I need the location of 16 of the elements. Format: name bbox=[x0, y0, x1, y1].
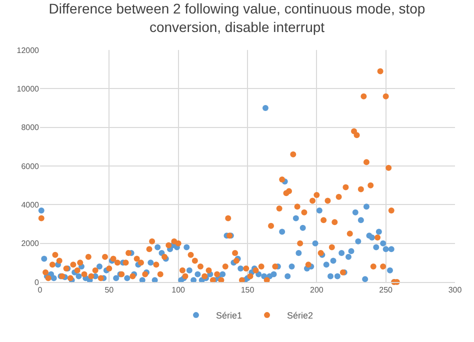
x-tick-label: 150 bbox=[240, 286, 255, 295]
y-tick-label: 8000 bbox=[21, 123, 40, 132]
x-tick-label: 300 bbox=[448, 286, 462, 295]
x-tick-label: 50 bbox=[104, 286, 114, 295]
y-tick-label: 12000 bbox=[16, 46, 40, 55]
y-tick-label: 6000 bbox=[21, 162, 40, 171]
y-tick-label: 2000 bbox=[21, 239, 40, 248]
y-tick-label: 10000 bbox=[16, 84, 40, 94]
legend-label: Série1 bbox=[216, 310, 242, 321]
y-tick-label: 4000 bbox=[21, 200, 40, 210]
legend-label: Série2 bbox=[287, 310, 314, 321]
x-tick-label: 200 bbox=[310, 286, 324, 295]
y-tick-label: 0 bbox=[34, 278, 40, 287]
x-tick-label: 250 bbox=[379, 286, 394, 295]
chart-title: Difference between 2 following value, continuous mode, stop conversion, disable interrupt bbox=[48, 0, 426, 35]
x-tick-label: 100 bbox=[172, 286, 186, 295]
